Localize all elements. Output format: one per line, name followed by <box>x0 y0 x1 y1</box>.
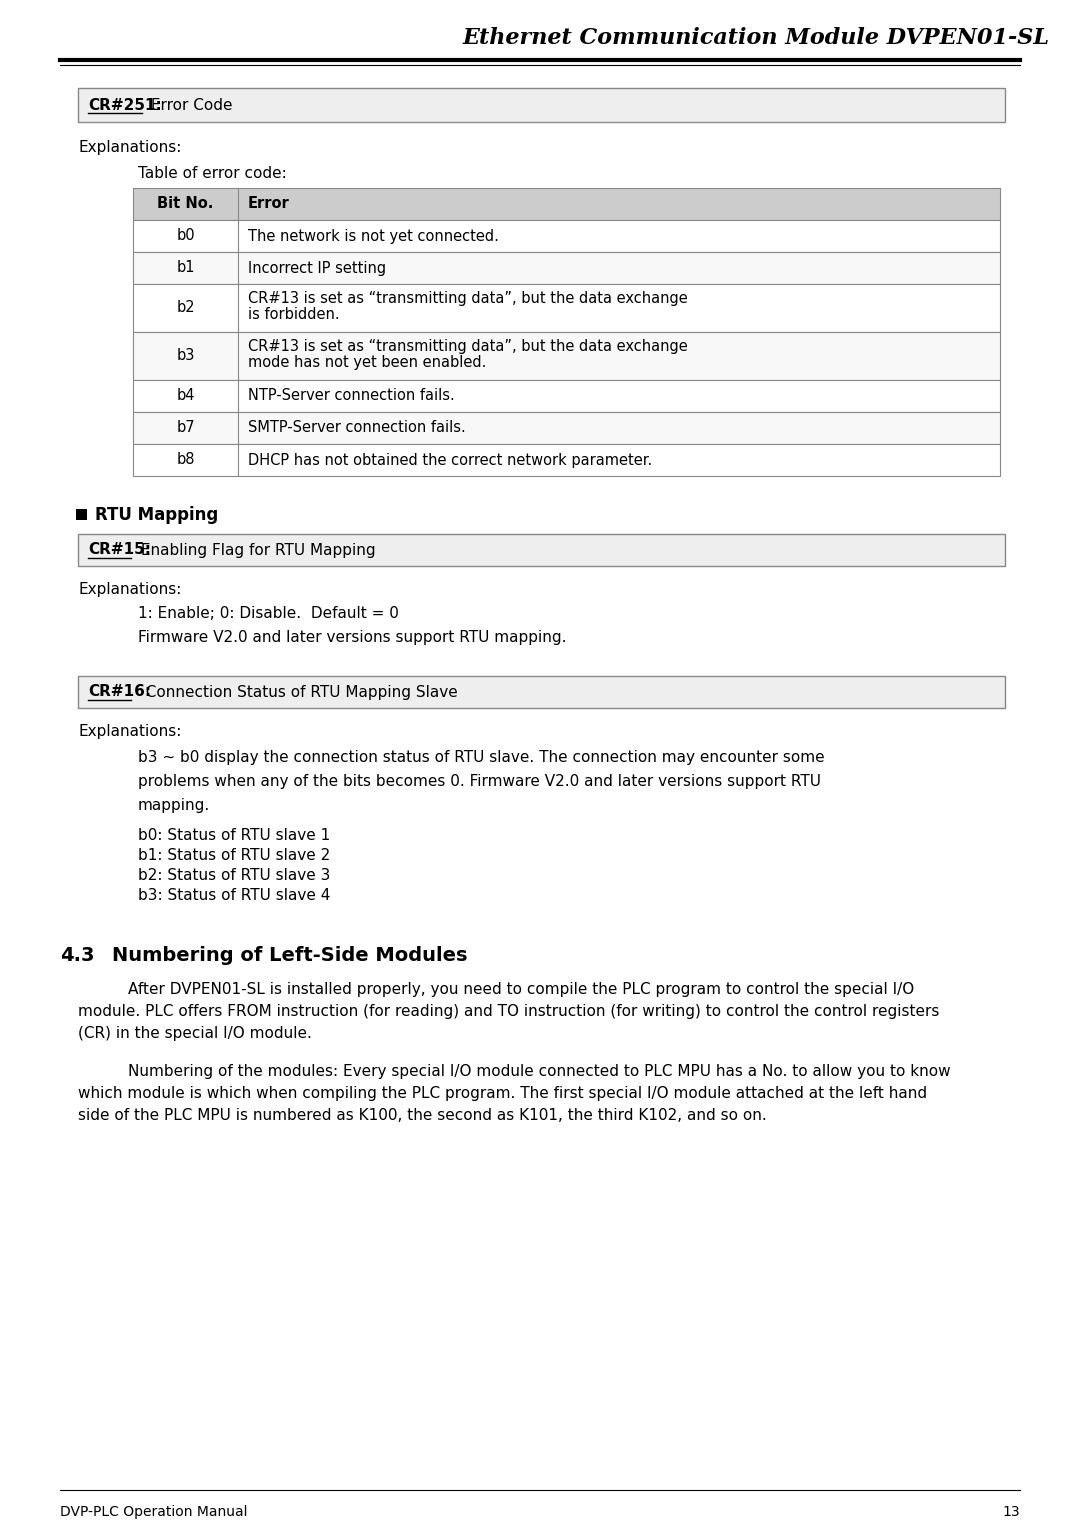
Bar <box>133 188 1000 220</box>
Text: 13: 13 <box>1002 1506 1020 1519</box>
Bar <box>76 508 87 519</box>
Text: Explanations:: Explanations: <box>78 724 181 739</box>
Text: b8: b8 <box>176 452 194 467</box>
Text: CR#13 is set as “transmitting data”, but the data exchange: CR#13 is set as “transmitting data”, but… <box>248 339 688 354</box>
Text: Numbering of the modules: Every special I/O module connected to PLC MPU has a No: Numbering of the modules: Every special … <box>129 1064 950 1080</box>
Text: Table of error code:: Table of error code: <box>138 166 287 182</box>
Text: mapping.: mapping. <box>138 799 211 812</box>
Text: side of the PLC MPU is numbered as K100, the second as K101, the third K102, and: side of the PLC MPU is numbered as K100,… <box>78 1109 767 1122</box>
Text: b4: b4 <box>176 388 194 403</box>
Text: Error Code: Error Code <box>146 98 232 113</box>
Text: Numbering of Left-Side Modules: Numbering of Left-Side Modules <box>112 947 468 965</box>
Text: b1: b1 <box>176 261 194 275</box>
Text: 1: Enable; 0: Disable.  Default = 0: 1: Enable; 0: Disable. Default = 0 <box>138 606 399 621</box>
Bar <box>133 284 1000 331</box>
Bar <box>133 331 1000 380</box>
Text: b3: b3 <box>176 348 194 363</box>
Text: b0: Status of RTU slave 1: b0: Status of RTU slave 1 <box>138 828 330 843</box>
Bar <box>78 534 1005 567</box>
Bar <box>133 380 1000 412</box>
Text: DVP-PLC Operation Manual: DVP-PLC Operation Manual <box>60 1506 247 1519</box>
Text: The network is not yet connected.: The network is not yet connected. <box>248 229 499 243</box>
Text: b2: b2 <box>176 301 194 316</box>
Text: module. PLC offers FROM instruction (for reading) and TO instruction (for writin: module. PLC offers FROM instruction (for… <box>78 1003 940 1019</box>
Text: 4.3: 4.3 <box>60 947 95 965</box>
Bar <box>133 444 1000 476</box>
Bar <box>133 220 1000 252</box>
Bar <box>78 676 1005 709</box>
Bar <box>78 89 1005 122</box>
Text: b3: Status of RTU slave 4: b3: Status of RTU slave 4 <box>138 889 330 902</box>
Text: Firmware V2.0 and later versions support RTU mapping.: Firmware V2.0 and later versions support… <box>138 631 567 644</box>
Text: RTU Mapping: RTU Mapping <box>95 505 218 524</box>
Bar <box>133 412 1000 444</box>
Text: b1: Status of RTU slave 2: b1: Status of RTU slave 2 <box>138 847 330 863</box>
Text: Incorrect IP setting: Incorrect IP setting <box>248 261 387 275</box>
Text: SMTP-Server connection fails.: SMTP-Server connection fails. <box>248 420 465 435</box>
Text: Connection Status of RTU Mapping Slave: Connection Status of RTU Mapping Slave <box>136 684 458 699</box>
Text: CR#13 is set as “transmitting data”, but the data exchange: CR#13 is set as “transmitting data”, but… <box>248 292 688 305</box>
Text: CR#251:: CR#251: <box>87 98 162 113</box>
Text: (CR) in the special I/O module.: (CR) in the special I/O module. <box>78 1026 312 1041</box>
Text: Explanations:: Explanations: <box>78 140 181 156</box>
Text: After DVPEN01-SL is installed properly, you need to compile the PLC program to c: After DVPEN01-SL is installed properly, … <box>129 982 915 997</box>
Text: Ethernet Communication Module DVPEN01-SL: Ethernet Communication Module DVPEN01-SL <box>463 27 1050 49</box>
Text: Error: Error <box>248 197 289 212</box>
Text: Enabling Flag for RTU Mapping: Enabling Flag for RTU Mapping <box>136 542 376 557</box>
Text: DHCP has not obtained the correct network parameter.: DHCP has not obtained the correct networ… <box>248 452 652 467</box>
Text: CR#15:: CR#15: <box>87 542 151 557</box>
Text: NTP-Server connection fails.: NTP-Server connection fails. <box>248 388 455 403</box>
Text: b2: Status of RTU slave 3: b2: Status of RTU slave 3 <box>138 867 330 883</box>
Text: mode has not yet been enabled.: mode has not yet been enabled. <box>248 354 486 370</box>
Text: is forbidden.: is forbidden. <box>248 307 339 322</box>
Text: Explanations:: Explanations: <box>78 582 181 597</box>
Text: b0: b0 <box>176 229 194 243</box>
Text: problems when any of the bits becomes 0. Firmware V2.0 and later versions suppor: problems when any of the bits becomes 0.… <box>138 774 821 789</box>
Text: Bit No.: Bit No. <box>158 197 214 212</box>
Text: b3 ~ b0 display the connection status of RTU slave. The connection may encounter: b3 ~ b0 display the connection status of… <box>138 750 825 765</box>
Text: b7: b7 <box>176 420 194 435</box>
Text: CR#16:: CR#16: <box>87 684 151 699</box>
Text: which module is which when compiling the PLC program. The first special I/O modu: which module is which when compiling the… <box>78 1086 927 1101</box>
Bar <box>133 252 1000 284</box>
